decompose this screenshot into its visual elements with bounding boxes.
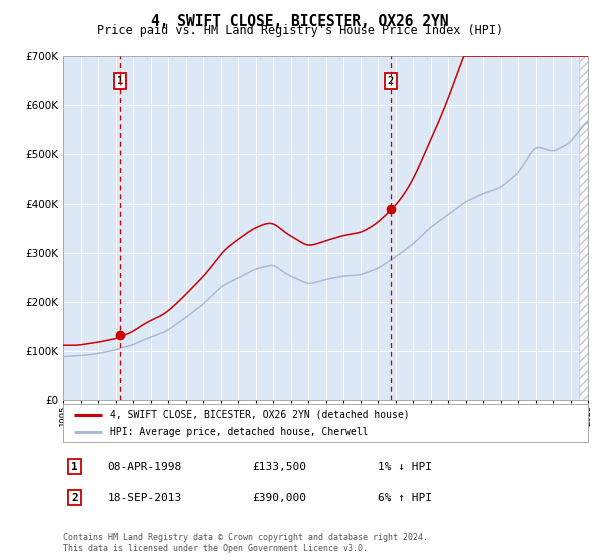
Text: £390,000: £390,000 [252, 493, 306, 502]
Text: 18-SEP-2013: 18-SEP-2013 [107, 493, 182, 502]
Text: 2: 2 [388, 76, 394, 86]
Text: £133,500: £133,500 [252, 461, 306, 472]
Text: HPI: Average price, detached house, Cherwell: HPI: Average price, detached house, Cher… [110, 427, 369, 437]
Text: Price paid vs. HM Land Registry's House Price Index (HPI): Price paid vs. HM Land Registry's House … [97, 24, 503, 37]
Text: 2: 2 [71, 493, 78, 502]
Text: 1: 1 [71, 461, 78, 472]
Text: 1% ↓ HPI: 1% ↓ HPI [378, 461, 432, 472]
Text: 1: 1 [117, 76, 124, 86]
Text: 4, SWIFT CLOSE, BICESTER, OX26 2YN: 4, SWIFT CLOSE, BICESTER, OX26 2YN [151, 14, 449, 29]
Text: 08-APR-1998: 08-APR-1998 [107, 461, 182, 472]
Text: 6% ↑ HPI: 6% ↑ HPI [378, 493, 432, 502]
Text: 4, SWIFT CLOSE, BICESTER, OX26 2YN (detached house): 4, SWIFT CLOSE, BICESTER, OX26 2YN (deta… [110, 409, 410, 419]
Text: Contains HM Land Registry data © Crown copyright and database right 2024.
This d: Contains HM Land Registry data © Crown c… [63, 533, 428, 553]
